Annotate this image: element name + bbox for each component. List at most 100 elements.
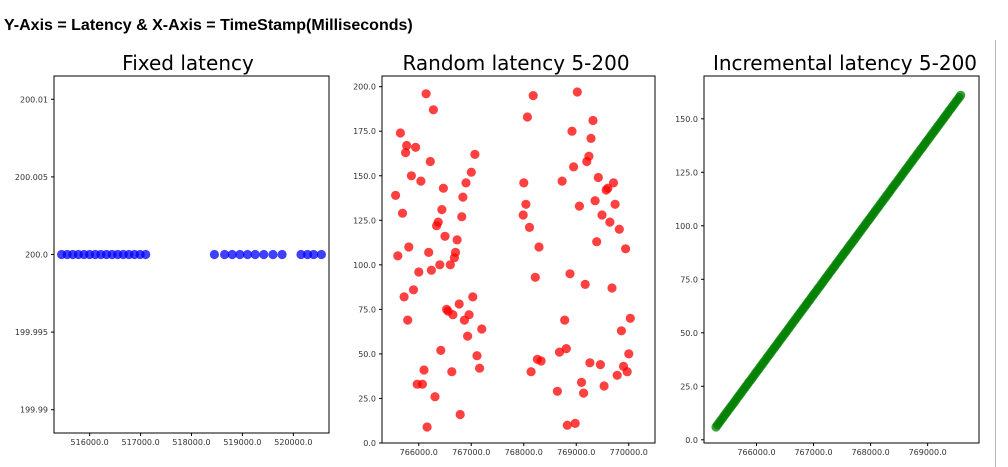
data-point [565,269,575,279]
y-tick-label: 200.0 [353,83,376,92]
data-point [454,299,464,309]
data-point [445,260,455,270]
data-point [220,249,230,260]
data-point [552,386,563,396]
x-tick-label: 769000.0 [557,448,595,457]
data-point [466,167,476,177]
data-point [296,249,306,260]
x-tick-label: 519000.0 [223,438,261,447]
data-point [477,324,487,334]
data-point [461,178,471,188]
y-tick-label: 200.0 [25,251,48,260]
data-point [580,279,590,289]
x-tick-label: 766000.0 [737,448,775,457]
data-point [528,91,538,101]
chart-title: Random latency 5-200 [402,51,629,75]
data-point [569,162,579,172]
data-point [448,310,458,320]
data-point [610,199,620,209]
x-tick-label: 520000.0 [274,438,312,447]
data-point [585,358,595,368]
data-point [250,249,260,260]
data-point [419,365,429,375]
data-point [470,149,480,159]
page-heading: Y-Axis = Latency & X-Axis = TimeStamp(Mi… [4,17,413,34]
data-point [595,360,606,370]
data-point [227,249,237,260]
data-point [309,249,319,260]
data-point [393,251,403,261]
data-point [584,151,594,161]
y-tick-label: 200.01 [20,95,48,104]
data-point [586,133,596,143]
data-point [562,420,572,430]
data-point [430,392,440,402]
data-point [316,249,326,260]
x-tick-label: 769000.0 [909,448,947,457]
data-point [622,367,632,377]
data-point [399,292,409,302]
plot-frame [703,75,980,444]
y-tick-label: 0.0 [685,436,698,445]
data-point [621,244,631,254]
y-tick-label: 25.0 [358,394,376,403]
data-point [417,379,427,389]
data-point [579,388,589,398]
data-point [209,249,219,260]
y-tick-label: 75.0 [358,305,376,314]
data-point [425,156,435,167]
x-tick-label: 767000.0 [452,448,490,457]
data-point [624,349,634,359]
data-point [593,172,603,183]
chart-title: Incremental latency 5-200 [713,51,977,75]
data-point [433,217,443,227]
y-tick-label: 199.99 [20,406,48,415]
data-point [426,265,436,275]
data-point [599,381,609,391]
data-point [435,260,445,270]
data-point [421,89,431,99]
y-tick-label: 50.0 [358,350,376,359]
y-tick-label: 100.0 [353,261,376,270]
data-point [554,347,565,357]
data-point [391,190,401,200]
data-point [522,112,533,122]
data-point [560,315,570,325]
data-point [411,142,421,152]
plot-frame [381,75,656,444]
data-point [450,247,461,257]
data-point [572,87,582,97]
data-point [437,205,447,215]
data-point [570,418,580,428]
data-point [592,237,602,247]
data-point [518,210,528,220]
data-point [438,183,448,193]
data-point [428,105,438,115]
data-point [402,140,412,151]
y-tick-label: 0.0 [363,439,376,448]
x-tick-label: 766000.0 [400,448,438,457]
data-point [235,249,245,260]
data-point [536,356,546,366]
data-point [395,128,405,138]
x-tick-label: 518000.0 [172,438,210,447]
data-point [447,367,457,377]
data-point [408,285,419,295]
data-point [403,315,413,325]
data-point [401,148,411,158]
data-point [530,272,540,282]
y-tick-label: 75.0 [680,275,698,284]
data-point [597,210,607,220]
data-point [472,351,482,361]
data-point [605,217,615,227]
data-point [614,224,624,234]
y-tick-label: 199.995 [15,328,48,337]
data-point [397,208,408,218]
y-tick-label: 50.0 [680,329,698,338]
data-point [475,363,485,373]
y-tick-label: 25.0 [680,382,698,391]
data-point [463,331,473,341]
data-point [557,176,567,186]
data-point [561,344,571,354]
window-edge [995,40,996,467]
